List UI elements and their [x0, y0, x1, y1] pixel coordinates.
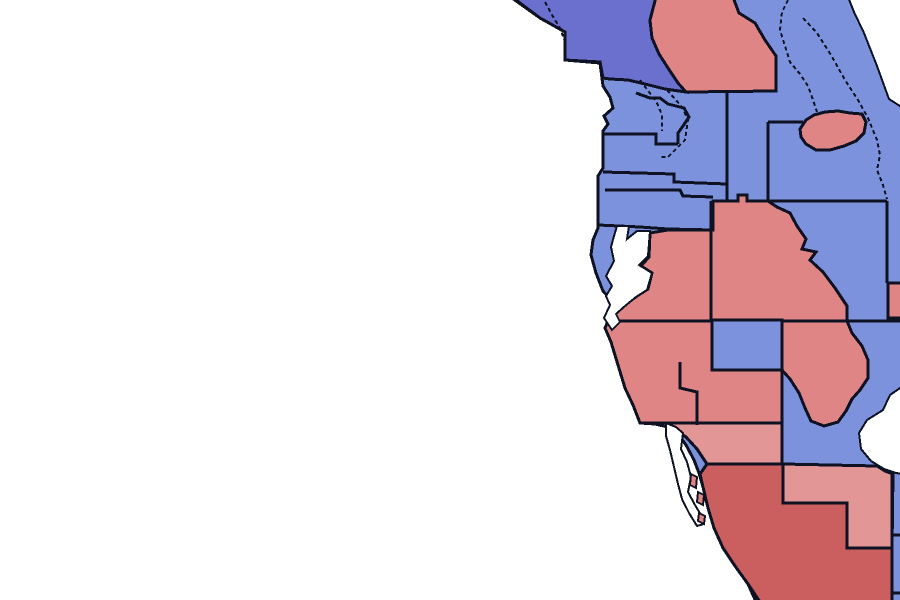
region-right-edge-red-strip — [886, 281, 900, 320]
island-2 — [695, 490, 706, 507]
border-nw-coastal-3 — [605, 188, 714, 199]
water-bay — [602, 225, 654, 332]
dashed-county-nw — [544, 1, 566, 43]
region-south-dark-red — [698, 462, 894, 600]
region-small-red-blob — [798, 109, 868, 152]
island-1 — [688, 472, 699, 490]
region-top-center-red — [648, 0, 778, 94]
border-nw-coastal-2 — [602, 170, 728, 186]
water-top-right-wedge — [848, 0, 900, 108]
dashed-county-east — [802, 17, 888, 200]
dashed-county-west — [639, 79, 663, 131]
region-center-red — [605, 193, 849, 323]
island-3 — [696, 511, 707, 526]
region-mid-south-red — [603, 319, 784, 425]
region-blue-rect — [710, 318, 784, 372]
region-east-red-wedge — [780, 319, 870, 428]
dashed-county-mid — [778, 0, 818, 113]
border-mid-south-split — [678, 362, 699, 425]
region-coastal-salmon-band — [639, 421, 784, 466]
border-nw-coastal-1 — [603, 132, 678, 146]
water-lake-east — [857, 386, 900, 475]
